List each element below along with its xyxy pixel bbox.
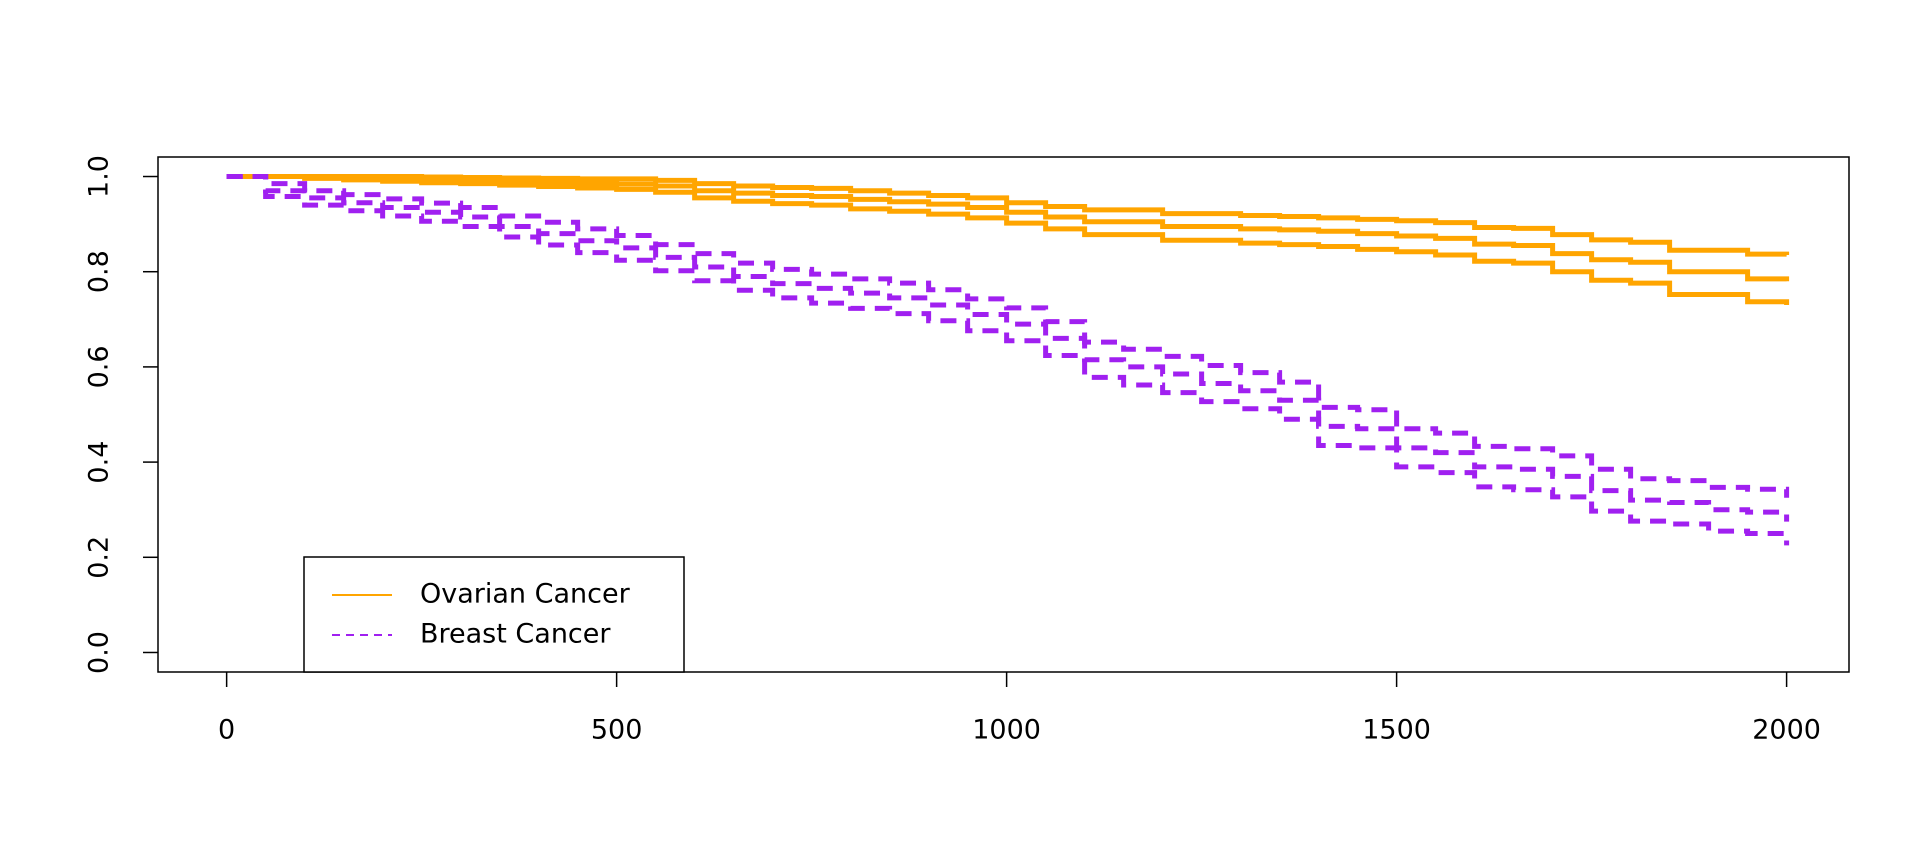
legend: Ovarian Cancer Breast Cancer (303, 556, 685, 673)
y-tick-label: 0.2 (84, 536, 115, 579)
survival-curve (226, 174, 1790, 522)
y-tick-label: 0.4 (84, 441, 115, 484)
x-tick-label: 1500 (1362, 715, 1431, 746)
x-tick-label: 1000 (972, 715, 1041, 746)
legend-label: Ovarian Cancer (420, 579, 631, 610)
x-tick-label: 500 (591, 715, 643, 746)
survival-curve (226, 174, 1790, 306)
plot-frame (157, 156, 1850, 673)
survival-curve (226, 174, 1790, 498)
y-tick-label: 0.8 (84, 250, 115, 293)
legend-label: Breast Cancer (420, 619, 611, 650)
survival-curve (226, 174, 1790, 282)
y-tick-label: 0.0 (84, 631, 115, 674)
legend-box (303, 556, 685, 673)
x-tick-label: 2000 (1752, 715, 1821, 746)
y-tick-label: 0.6 (84, 345, 115, 388)
survival-curve (226, 174, 1790, 546)
x-tick-label: 0 (218, 715, 235, 746)
survival-curve (226, 174, 1790, 257)
y-tick-label: 1.0 (84, 155, 115, 198)
